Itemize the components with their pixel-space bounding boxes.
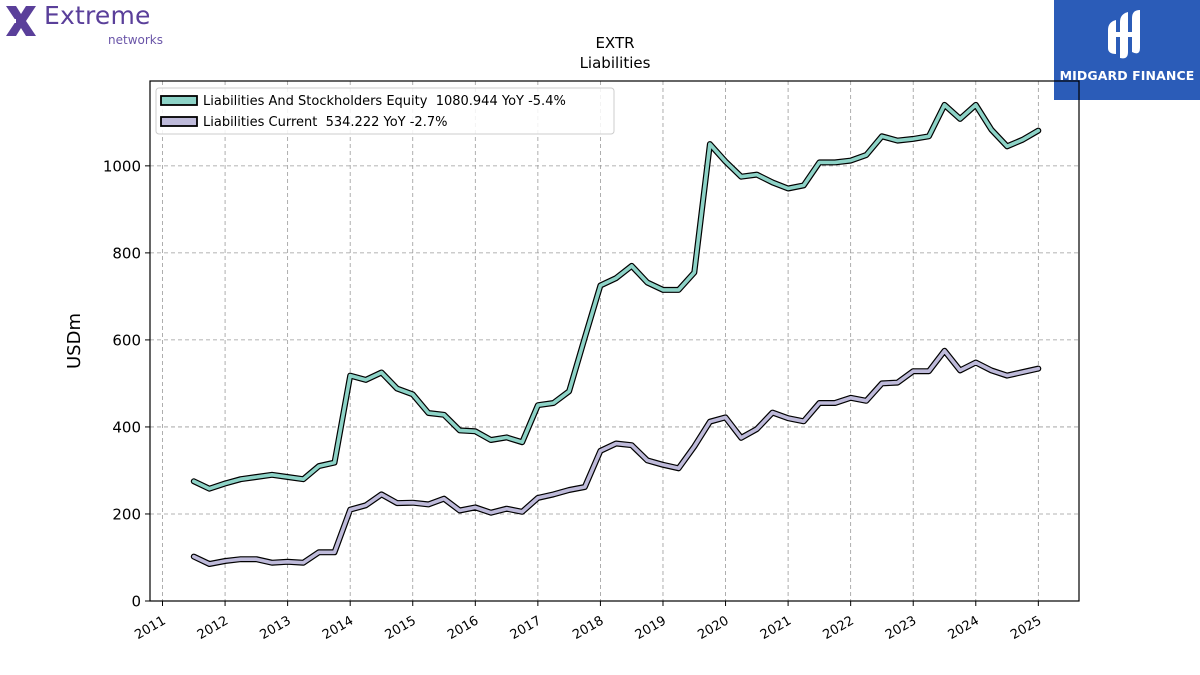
x-tick-label: 2024 xyxy=(946,613,982,643)
x-tick-label: 2018 xyxy=(570,613,606,643)
extreme-networks-logo: Extreme networks xyxy=(4,1,174,48)
legend-swatch-1 xyxy=(160,116,198,127)
x-tick-label: 2025 xyxy=(1008,613,1044,643)
legend: Liabilities And Stockholders Equity 1080… xyxy=(155,87,615,135)
chart-title: EXTR xyxy=(595,34,634,52)
x-tick-label: 2016 xyxy=(445,613,481,643)
y-tick-label: 600 xyxy=(112,331,141,349)
x-tick-label: 2015 xyxy=(383,613,419,643)
midgard-logo-icon xyxy=(1108,10,1140,59)
x-tick-label: 2017 xyxy=(508,613,544,643)
y-axis-label: USDm xyxy=(64,313,85,369)
series-line-0 xyxy=(192,103,1041,491)
series-line-1 xyxy=(192,348,1041,566)
grid-layer xyxy=(150,81,1079,602)
axis-layer: 0 200 400 600 800 1000 2011 2012 2013 2014 2015 201… xyxy=(103,157,1045,643)
chart-subtitle: Liabilities xyxy=(580,54,651,72)
x-tick-label: 2020 xyxy=(695,613,731,643)
legend-box xyxy=(155,87,615,135)
legend-label-1: Liabilities Current 534.222 YoY -2.7% xyxy=(203,115,447,130)
series-outline-0 xyxy=(190,101,1042,492)
x-tick-label: 2011 xyxy=(132,613,168,643)
x-tick-label: 2013 xyxy=(257,613,293,643)
x-tick-label: 2021 xyxy=(758,613,794,643)
extreme-logo-icon xyxy=(6,6,36,36)
y-tick-label: 1000 xyxy=(103,157,141,175)
x-tick-label: 2022 xyxy=(820,613,856,643)
x-tick-label: 2019 xyxy=(633,613,669,643)
y-tick-label: 800 xyxy=(112,244,141,262)
legend-swatch-0 xyxy=(160,95,198,106)
x-tick-label: 2012 xyxy=(195,613,231,643)
y-tick-label: 400 xyxy=(112,418,141,436)
series-outline-1 xyxy=(190,347,1042,567)
x-tick-label: 2023 xyxy=(883,613,919,643)
badge-label: MIDGARD FINANCE xyxy=(1059,68,1195,83)
x-tick-label: 2014 xyxy=(320,613,356,643)
midgard-finance-badge: MIDGARD FINANCE xyxy=(1054,0,1200,100)
brand-name: Extreme xyxy=(44,1,151,30)
y-tick-label: 0 xyxy=(131,593,141,611)
plot-frame xyxy=(149,80,1080,602)
brand-subtitle: networks xyxy=(108,33,163,47)
series-layer xyxy=(190,101,1042,567)
legend-label-0: Liabilities And Stockholders Equity 1080… xyxy=(203,94,566,109)
y-tick-label: 200 xyxy=(112,505,141,523)
